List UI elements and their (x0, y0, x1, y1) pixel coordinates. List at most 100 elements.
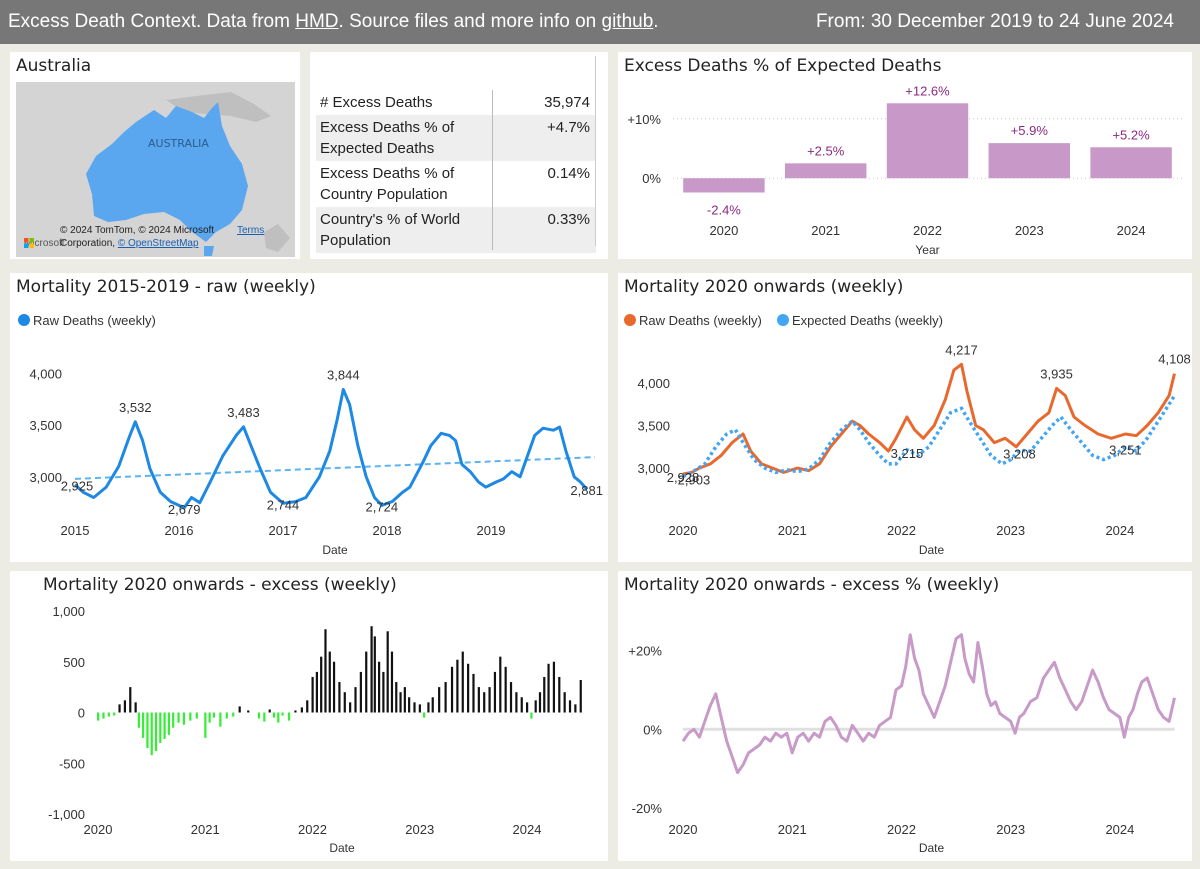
kpi-column-divider (492, 90, 493, 250)
legend-label: Raw Deaths (weekly) (639, 313, 762, 328)
legend-label: Raw Deaths (weekly) (33, 313, 156, 328)
x-axis-title: Date (919, 543, 945, 557)
hmd-link[interactable]: HMD (295, 11, 339, 32)
data-label: 3,935 (1040, 366, 1073, 381)
x-tick-label: 2024 (1105, 523, 1134, 538)
kpi-scroll-divider (595, 56, 596, 246)
excess-bar (154, 712, 158, 752)
osm-link[interactable]: © OpenStreetMap (117, 238, 199, 249)
x-tick-label: 2023 (996, 822, 1025, 837)
excess-bar (172, 712, 175, 728)
expected-deaths-line (682, 394, 1176, 478)
excess-bar (574, 704, 577, 713)
x-axis-title: Date (329, 841, 355, 855)
legend-marker (18, 314, 30, 326)
legend-marker (624, 314, 636, 326)
data-label: 3,251 (1109, 443, 1142, 458)
excess-bar (509, 682, 513, 713)
x-tick-label: 2022 (298, 822, 327, 837)
excess-bar (538, 692, 542, 713)
excess-bar (204, 712, 207, 738)
kpi-card: # Excess Deaths 35,974 Excess Deaths % o… (310, 52, 608, 259)
excess-bar (431, 697, 434, 713)
x-tick-label: 2021 (191, 822, 220, 837)
excess-bar (163, 712, 166, 739)
x-tick-label: 2024 (1117, 223, 1146, 238)
y-tick-label: 3,000 (29, 470, 62, 485)
excess-bar (472, 673, 475, 713)
excess-bar (167, 712, 170, 735)
annual-excess-chart: 0% +10% -2.4% 2020 +2.5% 2021 +12.6% 2022 +5.9% 2… (627, 83, 1182, 257)
excess-bar (461, 651, 464, 713)
tasmania-shape (204, 246, 214, 256)
kpi-value: 0.33% (547, 211, 590, 228)
excess-bar (427, 702, 430, 713)
excess-bar (579, 680, 582, 713)
excess-bar (534, 700, 537, 713)
excess-pct-panel: Mortality 2020 onwards - excess % (weekl… (618, 571, 1192, 861)
raw-deaths-line (73, 388, 588, 510)
github-link[interactable]: github (601, 11, 654, 32)
excess-bar (146, 712, 149, 749)
excess-bar (349, 702, 352, 713)
excess-bar (306, 700, 309, 713)
legend-label: Expected Deaths (weekly) (792, 313, 943, 328)
y-tick-label: 4,000 (29, 366, 62, 381)
country-map[interactable]: AUSTRALIA © 2024 TomTom, © 2024 Microsof… (16, 82, 295, 257)
y-tick-label: 3,000 (637, 461, 670, 476)
terms-link[interactable]: Terms (237, 225, 265, 236)
excess-bar (177, 712, 180, 723)
excess-bar (418, 704, 421, 713)
data-label: 3,208 (1003, 446, 1036, 461)
excess-pct-line (681, 633, 1176, 775)
bar-data-label: +5.2% (1112, 127, 1150, 142)
excess-bar (315, 671, 318, 713)
excess-bar (558, 676, 561, 713)
excess-bar (272, 712, 276, 718)
excess-bar (395, 682, 398, 713)
excess-bar (268, 709, 271, 713)
x-tick-label: 2019 (477, 523, 506, 538)
excess-bar (102, 712, 105, 719)
y-tick-label: 1,000 (52, 604, 85, 619)
excess-bar (413, 702, 416, 713)
data-label: 3,483 (227, 405, 260, 420)
excess-bar (134, 702, 137, 713)
annual-chart-title: Excess Deaths % of Expected Deaths (624, 56, 942, 76)
data-label: 2,744 (267, 497, 300, 512)
excess-bar (257, 712, 261, 719)
y-tick-label: -20% (632, 801, 663, 816)
excess-bar (189, 712, 192, 721)
excess-bar (530, 712, 533, 719)
excess-bar (370, 626, 373, 713)
excess-bar (450, 666, 454, 713)
kpi-label: # Excess Deaths (320, 94, 433, 111)
excess-bar (238, 706, 241, 713)
excess-bar (311, 676, 314, 713)
data-label: 2,724 (366, 499, 399, 514)
excess-bar (208, 712, 211, 723)
x-axis-title: Date (322, 543, 348, 557)
data-label: 3,844 (327, 367, 360, 382)
excess-bar (493, 671, 497, 713)
excess-bar (399, 692, 402, 713)
bar (1090, 147, 1172, 179)
excess-bar (294, 710, 297, 713)
x-tick-label: 2021 (811, 223, 840, 238)
x-tick-label: 2020 (669, 822, 698, 837)
excess-bar (182, 712, 186, 725)
y-tick-label: 3,500 (29, 418, 62, 433)
excess-bar (142, 712, 145, 738)
kpi-row: Excess Deaths % of Expected Deaths +4.7% (316, 115, 596, 161)
x-axis-title: Year (915, 243, 939, 257)
x-tick-label: 2023 (405, 822, 434, 837)
excess-bar (403, 687, 406, 713)
excess-bar (97, 712, 100, 721)
x-axis-title: Date (919, 841, 945, 855)
kpi-table: # Excess Deaths 35,974 Excess Deaths % o… (316, 90, 596, 253)
excess-bar (247, 710, 250, 713)
excess-bar (195, 712, 198, 719)
kpi-value: 0.14% (547, 165, 590, 182)
excess-bar (113, 712, 116, 716)
x-tick-label: 2020 (84, 822, 113, 837)
